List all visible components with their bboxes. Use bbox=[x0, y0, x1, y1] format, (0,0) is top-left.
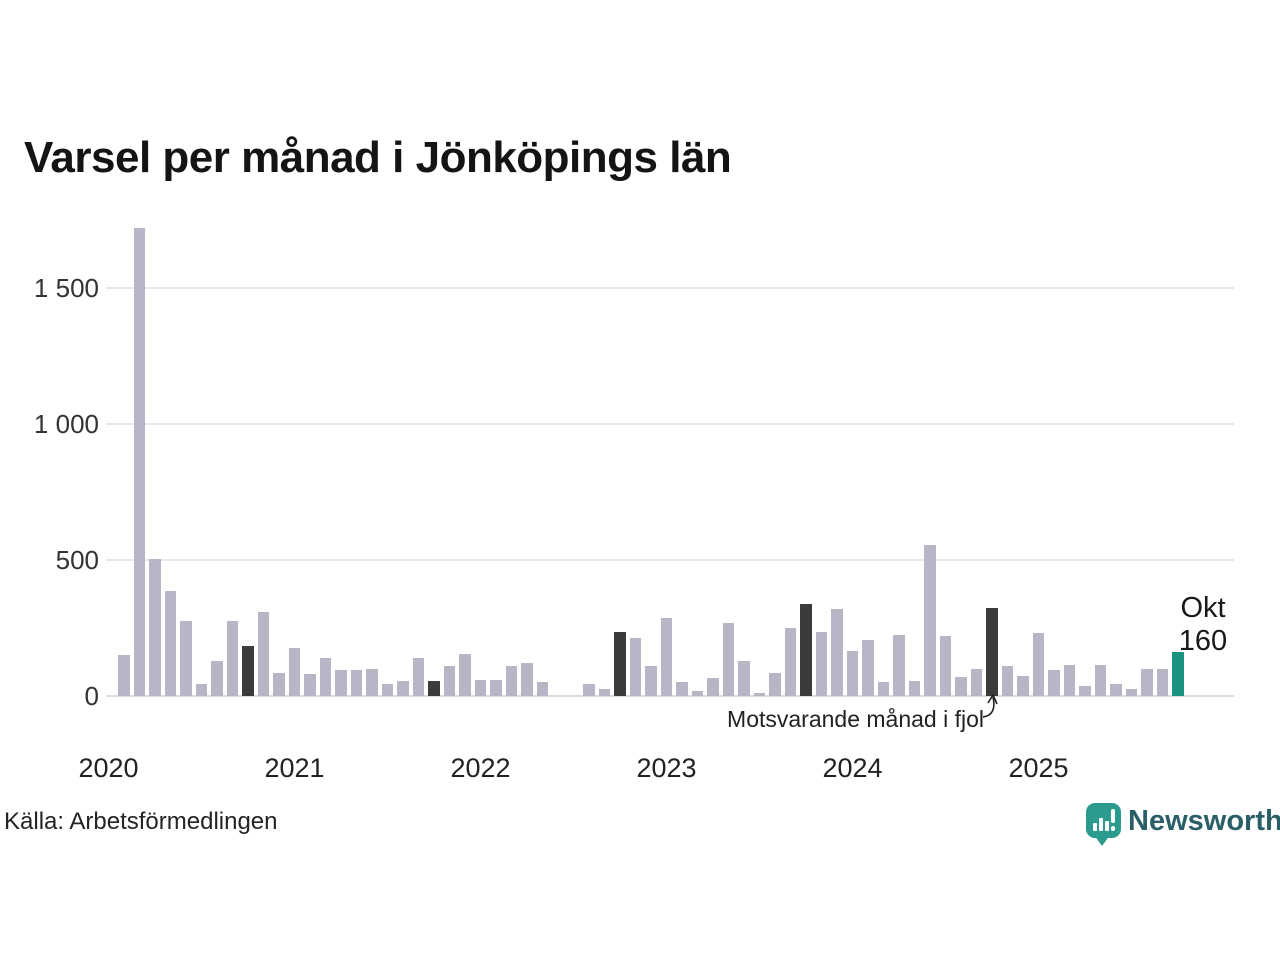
bar-2020-04 bbox=[149, 558, 161, 696]
bar-2025-10 bbox=[1172, 652, 1184, 696]
bar-2024-10 bbox=[986, 607, 998, 696]
bar-2025-01 bbox=[1032, 633, 1045, 696]
bar-2021-07 bbox=[381, 683, 394, 696]
bar-2022-01 bbox=[474, 679, 487, 696]
page-title: Varsel per månad i Jönköpings län bbox=[24, 133, 732, 182]
annotation-previous-year: Motsvarande månad i fjol bbox=[727, 706, 984, 732]
x-axis-year-label-2022: 2022 bbox=[450, 753, 511, 783]
bar-2024-08 bbox=[955, 676, 967, 696]
bar-2024-02 bbox=[862, 640, 874, 696]
bar-2023-09 bbox=[784, 628, 797, 696]
bar-2025-07 bbox=[1125, 689, 1138, 696]
bar-2023-03 bbox=[691, 690, 704, 696]
bar-2023-08 bbox=[769, 672, 781, 696]
bar-2021-02 bbox=[304, 674, 316, 696]
bar-2024-11 bbox=[1001, 666, 1014, 696]
current-month-value: 160 bbox=[1178, 625, 1228, 657]
current-month-name: Okt bbox=[1180, 592, 1226, 624]
bar-2025-08 bbox=[1141, 668, 1153, 696]
bar-2025-05 bbox=[1094, 664, 1107, 696]
bar-2021-08 bbox=[397, 681, 409, 696]
bar-2020-02 bbox=[118, 655, 130, 696]
brand-name: Newsworthy bbox=[1128, 805, 1280, 837]
bar-2025-03 bbox=[1063, 664, 1076, 696]
bar-2025-04 bbox=[1079, 686, 1091, 696]
bar-2020-07 bbox=[195, 683, 208, 696]
bar-2025-06 bbox=[1110, 683, 1122, 696]
bar-2022-05 bbox=[536, 682, 549, 696]
bar-2024-04 bbox=[893, 634, 905, 696]
bar-2021-09 bbox=[412, 657, 425, 696]
bar-2021-01 bbox=[288, 648, 301, 696]
bar-2024-06 bbox=[924, 545, 936, 696]
bar-2021-11 bbox=[443, 666, 456, 696]
bar-2020-03 bbox=[133, 228, 146, 696]
speech-bubble-tail bbox=[1094, 835, 1110, 846]
bar-2023-10 bbox=[800, 603, 812, 696]
gridline-1500 bbox=[106, 287, 1234, 289]
current-month-callout: Okt 160 bbox=[1171, 592, 1235, 658]
bar-2022-12 bbox=[645, 666, 657, 696]
bar-2022-11 bbox=[629, 637, 642, 696]
bar-2023-05 bbox=[722, 622, 735, 696]
bar-2021-03 bbox=[319, 657, 332, 696]
bar-2023-01 bbox=[660, 618, 673, 696]
x-axis-year-label-2025: 2025 bbox=[1008, 753, 1069, 783]
x-axis-year-label-2020: 2020 bbox=[78, 753, 139, 783]
bar-2023-06 bbox=[738, 660, 750, 696]
bar-2025-02 bbox=[1048, 670, 1060, 696]
source-label: Källa: Arbetsförmedlingen bbox=[4, 808, 278, 835]
bar-2021-04 bbox=[335, 670, 347, 696]
gridline-1000 bbox=[106, 423, 1234, 425]
bar-2022-04 bbox=[521, 663, 533, 696]
bar-2020-12 bbox=[273, 672, 285, 696]
bar-2021-06 bbox=[366, 668, 378, 696]
bar-2023-12 bbox=[831, 608, 843, 696]
bar-2023-07 bbox=[753, 693, 766, 696]
bar-2025-09 bbox=[1156, 668, 1169, 696]
newsworthy-bubble-chart-icon bbox=[1086, 803, 1121, 846]
exclamation-icon bbox=[1111, 809, 1115, 823]
bar-2022-03 bbox=[505, 666, 518, 696]
x-axis-year-label-2023: 2023 bbox=[636, 753, 697, 783]
gridline-0 bbox=[106, 695, 1234, 697]
bar-2022-08 bbox=[583, 683, 595, 696]
bar-2021-05 bbox=[350, 670, 363, 696]
y-axis-tick-label: 1 000 bbox=[33, 409, 99, 439]
y-axis-tick-label: 1 500 bbox=[33, 273, 99, 303]
bar-2022-09 bbox=[598, 689, 611, 696]
bar-2020-09 bbox=[226, 621, 239, 696]
y-axis-tick-label: 0 bbox=[84, 681, 99, 711]
bar-2020-06 bbox=[180, 621, 192, 696]
gridline-500 bbox=[106, 559, 1234, 561]
bar-2022-10 bbox=[614, 632, 626, 696]
x-axis-year-label-2021: 2021 bbox=[264, 753, 325, 783]
bar-2023-02 bbox=[676, 682, 688, 696]
bar-2024-05 bbox=[908, 681, 921, 696]
bar-2024-12 bbox=[1017, 675, 1029, 696]
x-axis-year-label-2024: 2024 bbox=[822, 753, 883, 783]
bar-2020-11 bbox=[257, 611, 270, 696]
bar-2023-11 bbox=[815, 632, 828, 696]
bar-2020-10 bbox=[242, 645, 254, 696]
bar-2024-07 bbox=[939, 636, 952, 696]
bar-2024-03 bbox=[877, 682, 890, 696]
bar-2021-12 bbox=[459, 653, 471, 696]
bar-2021-10 bbox=[428, 681, 440, 696]
bar-2024-01 bbox=[846, 651, 859, 696]
annotation-arrow-icon bbox=[982, 693, 998, 718]
bar-2024-09 bbox=[970, 668, 983, 696]
y-axis-tick-label: 500 bbox=[55, 545, 99, 575]
bar-2020-05 bbox=[164, 591, 177, 696]
bar-2022-02 bbox=[490, 679, 502, 696]
bar-2023-04 bbox=[707, 678, 719, 696]
bar-2020-08 bbox=[211, 660, 223, 696]
